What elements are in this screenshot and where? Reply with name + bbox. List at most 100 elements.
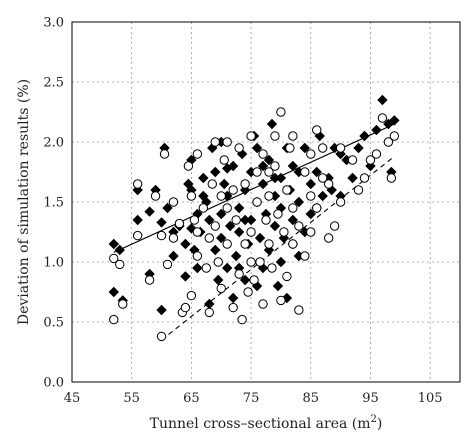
circle-point [386, 173, 397, 183]
diamond-point [347, 172, 358, 184]
circle-point [186, 191, 197, 201]
diamond-point [213, 274, 224, 286]
x-axis-label: Tunnel cross–sectional area (m2) [150, 414, 383, 432]
y-tick-label: 2.0 [43, 136, 64, 151]
diamond-point [314, 130, 325, 142]
y-tick-label: 1.0 [43, 256, 64, 271]
diamond-point [186, 223, 197, 234]
diamond-point [227, 292, 239, 304]
circle-point [276, 295, 286, 306]
circle-point [237, 314, 247, 325]
circle-point [261, 215, 271, 225]
circle-point [201, 263, 212, 273]
plot-frame [71, 21, 461, 383]
circle-point [267, 263, 277, 273]
circle-point [109, 253, 119, 264]
circle-point [282, 271, 292, 282]
circle-point [258, 149, 268, 159]
circle-point [264, 191, 274, 201]
diamond-point [305, 178, 316, 190]
circle-point [279, 227, 289, 237]
diamond-point [299, 226, 310, 238]
circle-point [300, 167, 310, 177]
circle-point [115, 259, 125, 270]
circle-point [156, 331, 167, 342]
diamond-point [353, 142, 364, 154]
circle-point [174, 218, 185, 229]
circle-point [168, 233, 179, 243]
diamond-point [180, 271, 191, 282]
circle-point [231, 215, 241, 225]
circle-point [335, 197, 346, 207]
diamond-point [335, 148, 346, 160]
circle-point [300, 251, 310, 261]
diamond-point [144, 206, 155, 217]
diamond-point [245, 214, 257, 226]
diamond-point [192, 208, 203, 220]
diamond-point [216, 232, 227, 244]
circle-point [234, 143, 244, 153]
diamond-point [275, 256, 287, 268]
diamond-point [168, 250, 179, 262]
circle-point [228, 185, 238, 195]
circle-point [270, 131, 280, 141]
circle-point [353, 185, 364, 195]
y-tick-label: 2.5 [43, 76, 64, 91]
diamond-point [263, 154, 275, 166]
diamond-point [299, 142, 310, 154]
x-tick-label: 45 [64, 391, 81, 406]
diamond-point [186, 154, 197, 166]
circle-point [249, 275, 259, 285]
circle-point [347, 155, 358, 165]
diamond-point [198, 190, 209, 202]
diamond-point [293, 196, 305, 208]
circle-point [216, 191, 226, 201]
circle-point [246, 257, 256, 267]
diamond-point [239, 274, 251, 286]
diamond-point [180, 238, 191, 250]
diamond-point [230, 250, 242, 262]
diamond-point [192, 262, 203, 274]
circle-point [312, 203, 322, 213]
diamond-point [162, 202, 173, 214]
circle-point [282, 185, 292, 195]
circle-point [365, 155, 376, 165]
diamond-point [257, 178, 269, 190]
circle-point [246, 131, 256, 141]
diamond-point [183, 178, 194, 190]
circle-point [359, 173, 370, 183]
diamond-point [317, 190, 328, 202]
diamond-point [233, 226, 245, 238]
circle-point [377, 113, 388, 123]
circle-point [285, 143, 295, 153]
circle-point [118, 299, 128, 309]
circle-point [243, 287, 253, 297]
x-tick-label: 85 [302, 391, 319, 406]
circle-point [246, 227, 256, 237]
diamond-point [335, 190, 346, 202]
circle-point [273, 209, 283, 219]
circle-point [252, 167, 262, 177]
circle-point [150, 191, 161, 201]
diamond-point [189, 244, 200, 256]
diamond-point [207, 142, 218, 154]
circle-point [258, 299, 268, 309]
circle-point [192, 149, 203, 159]
diamond-point [210, 166, 221, 178]
circle-point [389, 131, 400, 141]
diamond-point [156, 217, 167, 228]
circle-point [294, 305, 304, 315]
diamond-point [287, 214, 299, 226]
y-axis-label: Deviation of simulation results (%) [16, 79, 32, 325]
circle-point [329, 221, 340, 231]
circle-point [216, 283, 226, 294]
circle-point [183, 161, 194, 171]
circle-point [162, 259, 173, 270]
x-tick-label: 55 [123, 391, 140, 406]
diamond-point [257, 160, 269, 172]
circle-point [294, 221, 304, 231]
circle-point [159, 149, 170, 159]
diamond-point [269, 172, 281, 184]
diamond-point [371, 124, 382, 136]
